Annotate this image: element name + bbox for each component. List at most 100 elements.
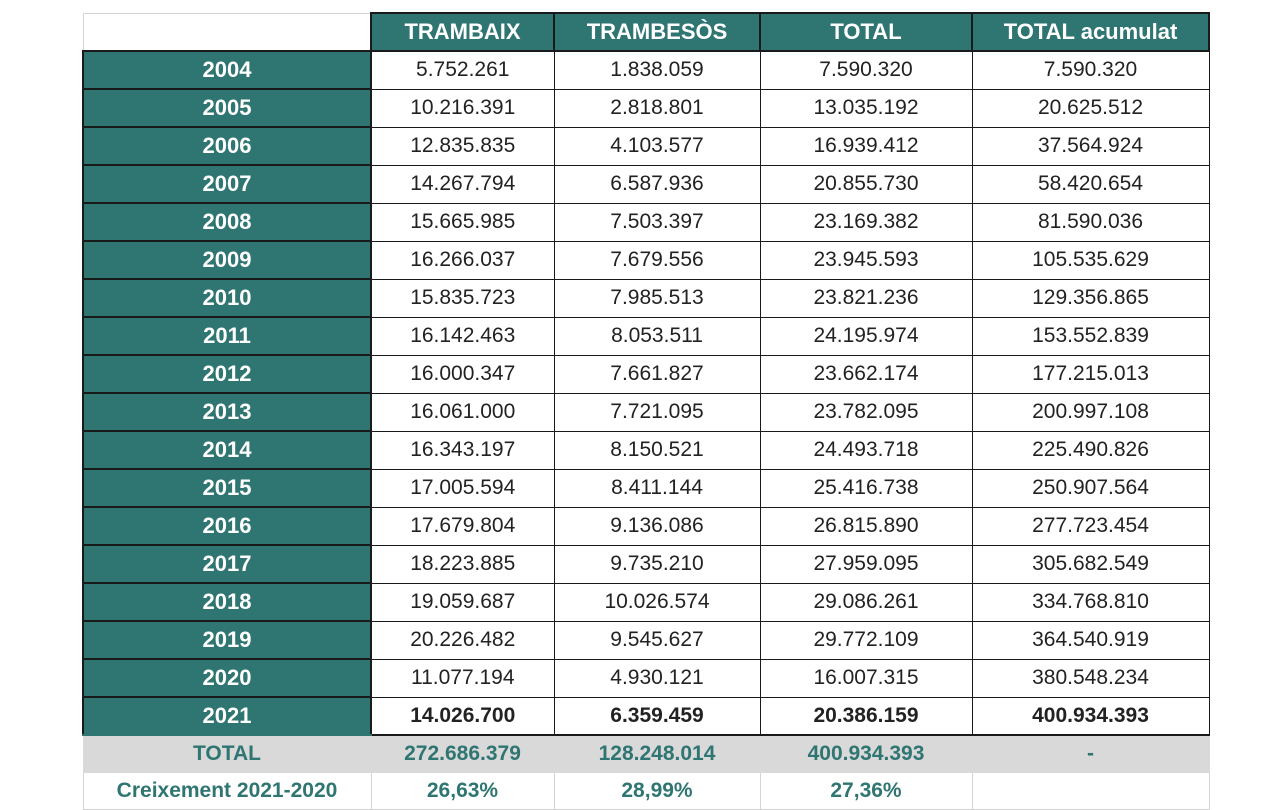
table-row: 2012 16.000.347 7.661.827 23.662.174 177.215… [82,354,1210,394]
growth-acumulat [971,772,1210,810]
trambesos-cell: 8.150.521 [553,430,761,470]
total-cell: 24.493.718 [759,430,973,470]
trambaix-cell: 16.142.463 [370,316,555,356]
total-cell: 23.821.236 [759,278,973,318]
acumulat-cell: 58.420.654 [971,164,1210,204]
trambaix-cell: 15.835.723 [370,278,555,318]
trambesos-cell: 8.053.511 [553,316,761,356]
trambesos-cell: 9.545.627 [553,620,761,660]
trambaix-cell: 16.266.037 [370,240,555,280]
growth-label: Creixement 2021-2020 [82,772,372,810]
total-cell: 20.386.159 [759,696,973,736]
trambaix-cell: 20.226.482 [370,620,555,660]
total-cell: 23.662.174 [759,354,973,394]
trambesos-cell: 9.735.210 [553,544,761,584]
year-cell: 2008 [82,202,372,242]
year-cell: 2007 [82,164,372,204]
table-row: 2011 16.142.463 8.053.511 24.195.974 153.552… [82,316,1210,356]
acumulat-cell: 305.682.549 [971,544,1210,584]
table-row: 2013 16.061.000 7.721.095 23.782.095 200.997… [82,392,1210,432]
totals-label: TOTAL [82,734,372,773]
trambaix-cell: 14.267.794 [370,164,555,204]
year-cell: 2010 [82,278,372,318]
total-cell: 16.007.315 [759,658,973,698]
growth-trambesos: 28,99% [553,772,761,810]
acumulat-cell: 250.907.564 [971,468,1210,508]
totals-trambesos: 128.248.014 [553,734,761,773]
header-total: TOTAL [759,12,973,52]
total-cell: 23.782.095 [759,392,973,432]
acumulat-cell: 380.548.234 [971,658,1210,698]
trambesos-cell: 9.136.086 [553,506,761,546]
year-cell: 2017 [82,544,372,584]
trambaix-cell: 14.026.700 [370,696,555,736]
year-cell: 2020 [82,658,372,698]
year-cell: 2011 [82,316,372,356]
trambesos-cell: 8.411.144 [553,468,761,508]
growth-total: 27,36% [759,772,973,810]
table-row: 2020 11.077.194 4.930.121 16.007.315 380.548… [82,658,1210,698]
acumulat-cell: 225.490.826 [971,430,1210,470]
table-header-row: TRAMBAIX TRAMBESÒS TOTAL TOTAL acumulat [82,12,1210,52]
trambesos-cell: 7.503.397 [553,202,761,242]
table-row: 2004 5.752.261 1.838.059 7.590.320 7.590.320 [82,50,1210,90]
total-cell: 23.945.593 [759,240,973,280]
total-cell: 29.086.261 [759,582,973,622]
trambesos-cell: 1.838.059 [553,50,761,90]
header-trambaix: TRAMBAIX [370,12,555,52]
table-row: 2016 17.679.804 9.136.086 26.815.890 277.723… [82,506,1210,546]
table-row: 2015 17.005.594 8.411.144 25.416.738 250.907… [82,468,1210,508]
trambaix-cell: 19.059.687 [370,582,555,622]
trambesos-cell: 7.721.095 [553,392,761,432]
year-cell: 2009 [82,240,372,280]
acumulat-cell: 81.590.036 [971,202,1210,242]
acumulat-cell: 364.540.919 [971,620,1210,660]
year-cell: 2019 [82,620,372,660]
header-total-acumulat: TOTAL acumulat [971,12,1210,52]
ridership-table: TRAMBAIX TRAMBESÒS TOTAL TOTAL acumulat … [82,12,1210,810]
trambesos-cell: 2.818.801 [553,88,761,128]
trambaix-cell: 12.835.835 [370,126,555,166]
trambesos-cell: 6.587.936 [553,164,761,204]
header-corner-cell [82,12,372,52]
trambesos-cell: 7.985.513 [553,278,761,318]
acumulat-cell: 37.564.924 [971,126,1210,166]
trambaix-cell: 10.216.391 [370,88,555,128]
trambesos-cell: 4.103.577 [553,126,761,166]
trambaix-cell: 16.343.197 [370,430,555,470]
trambaix-cell: 16.000.347 [370,354,555,394]
table-row: 2008 15.665.985 7.503.397 23.169.382 81.590.… [82,202,1210,242]
year-cell: 2014 [82,430,372,470]
trambaix-cell: 17.005.594 [370,468,555,508]
acumulat-cell: 129.356.865 [971,278,1210,318]
acumulat-cell: 277.723.454 [971,506,1210,546]
acumulat-cell: 200.997.108 [971,392,1210,432]
growth-row: Creixement 2021-2020 26,63% 28,99% 27,36… [82,772,1210,810]
year-cell: 2018 [82,582,372,622]
trambaix-cell: 17.679.804 [370,506,555,546]
year-cell: 2004 [82,50,372,90]
totals-acumulat: - [971,734,1210,773]
year-cell: 2005 [82,88,372,128]
growth-trambaix: 26,63% [370,772,555,810]
totals-total: 400.934.393 [759,734,973,773]
acumulat-cell: 334.768.810 [971,582,1210,622]
total-cell: 27.959.095 [759,544,973,584]
year-cell: 2006 [82,126,372,166]
acumulat-cell: 105.535.629 [971,240,1210,280]
total-cell: 23.169.382 [759,202,973,242]
acumulat-cell: 7.590.320 [971,50,1210,90]
trambaix-cell: 11.077.194 [370,658,555,698]
acumulat-cell: 153.552.839 [971,316,1210,356]
table-row: 2014 16.343.197 8.150.521 24.493.718 225.490… [82,430,1210,470]
year-cell: 2015 [82,468,372,508]
trambaix-cell: 15.665.985 [370,202,555,242]
table-row: 2005 10.216.391 2.818.801 13.035.192 20.625.… [82,88,1210,128]
trambaix-cell: 18.223.885 [370,544,555,584]
year-cell: 2012 [82,354,372,394]
trambesos-cell: 7.679.556 [553,240,761,280]
trambesos-cell: 10.026.574 [553,582,761,622]
trambesos-cell: 7.661.827 [553,354,761,394]
table-row: 2006 12.835.835 4.103.577 16.939.412 37.564.… [82,126,1210,166]
total-cell: 7.590.320 [759,50,973,90]
